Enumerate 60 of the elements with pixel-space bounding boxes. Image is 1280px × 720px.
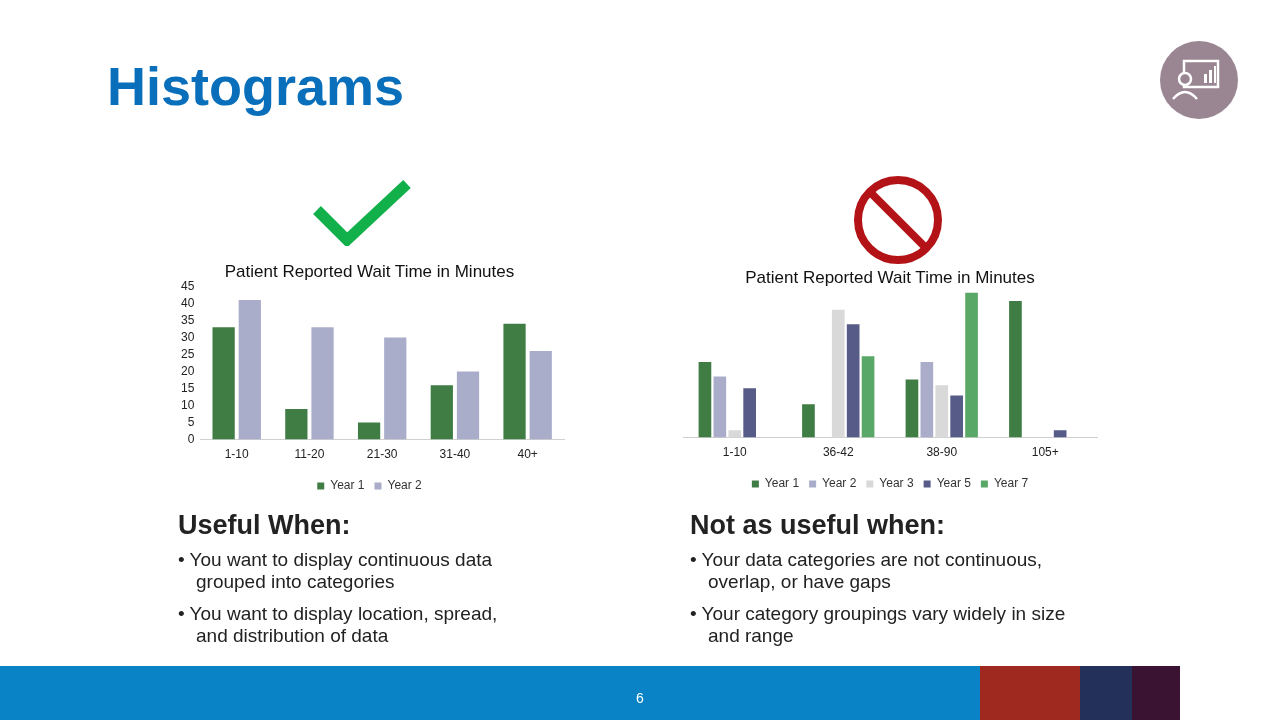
y-tick-label: 5 bbox=[187, 414, 195, 429]
bar bbox=[846, 324, 860, 438]
x-tick-label: 38-90 bbox=[926, 445, 958, 460]
bar bbox=[503, 323, 526, 440]
legend-label: Year 3 bbox=[879, 476, 914, 491]
bar bbox=[238, 300, 261, 440]
y-tick-label: 10 bbox=[180, 397, 195, 412]
bar bbox=[212, 327, 235, 440]
bar bbox=[802, 404, 815, 438]
text: Histograms bbox=[107, 55, 405, 117]
y-tick-label: 25 bbox=[180, 346, 195, 361]
x-tick-label: 105+ bbox=[1031, 445, 1059, 460]
legend-label: Year 1 bbox=[330, 478, 365, 493]
legend-label: Year 1 bbox=[764, 476, 800, 491]
bar bbox=[384, 337, 407, 440]
text: 6 bbox=[635, 690, 645, 706]
legend-label: Year 2 bbox=[822, 476, 857, 491]
bar bbox=[920, 362, 934, 438]
bar bbox=[713, 376, 727, 438]
bar bbox=[698, 362, 712, 438]
text: • Your data categories are not continuous, overlap, or have gaps bbox=[690, 549, 1044, 593]
bar bbox=[1009, 301, 1022, 438]
y-tick-label: 20 bbox=[180, 363, 195, 378]
chart-title: Patient Reported Wait Time in Minutes bbox=[224, 261, 515, 281]
y-tick-label: 45 bbox=[180, 278, 195, 293]
bar bbox=[743, 388, 756, 438]
x-tick-label: 21-30 bbox=[366, 447, 398, 462]
text: Useful When: bbox=[178, 510, 352, 541]
y-tick-label: 15 bbox=[180, 380, 195, 395]
text: Not as useful when: bbox=[690, 510, 947, 541]
legend-label: Year 5 bbox=[936, 476, 972, 491]
bar bbox=[728, 430, 742, 438]
legend-label: Year 7 bbox=[993, 476, 1029, 491]
bar bbox=[456, 371, 480, 440]
x-tick-label: 11-20 bbox=[294, 447, 325, 462]
bar bbox=[285, 408, 308, 440]
y-tick-label: 30 bbox=[180, 329, 195, 344]
bar bbox=[357, 422, 381, 440]
bar bbox=[965, 292, 978, 438]
bar bbox=[1053, 430, 1067, 438]
x-tick-label: 36-42 bbox=[822, 445, 854, 460]
bar bbox=[861, 356, 875, 438]
x-tick-label: 1-10 bbox=[224, 447, 250, 462]
text: • You want to display location, spread, and distribution of data bbox=[178, 603, 499, 647]
bar bbox=[311, 327, 334, 440]
chart-title: Patient Reported Wait Time in Minutes bbox=[745, 267, 1035, 287]
bar bbox=[935, 385, 949, 438]
x-tick-label: 31-40 bbox=[439, 447, 471, 462]
bar bbox=[831, 309, 845, 438]
y-tick-label: 40 bbox=[180, 295, 195, 310]
text: • Your category groupings vary widely in size and range bbox=[690, 603, 1067, 647]
text: • You want to display continuous data grouped into categories bbox=[178, 549, 494, 593]
bar bbox=[430, 385, 453, 440]
legend-label: Year 2 bbox=[387, 478, 423, 493]
y-tick-label: 35 bbox=[180, 312, 195, 327]
y-tick-label: 0 bbox=[187, 431, 195, 446]
bar bbox=[905, 379, 919, 438]
x-tick-label: 40+ bbox=[517, 447, 538, 462]
x-tick-label: 1-10 bbox=[722, 445, 748, 460]
bar bbox=[950, 395, 963, 438]
